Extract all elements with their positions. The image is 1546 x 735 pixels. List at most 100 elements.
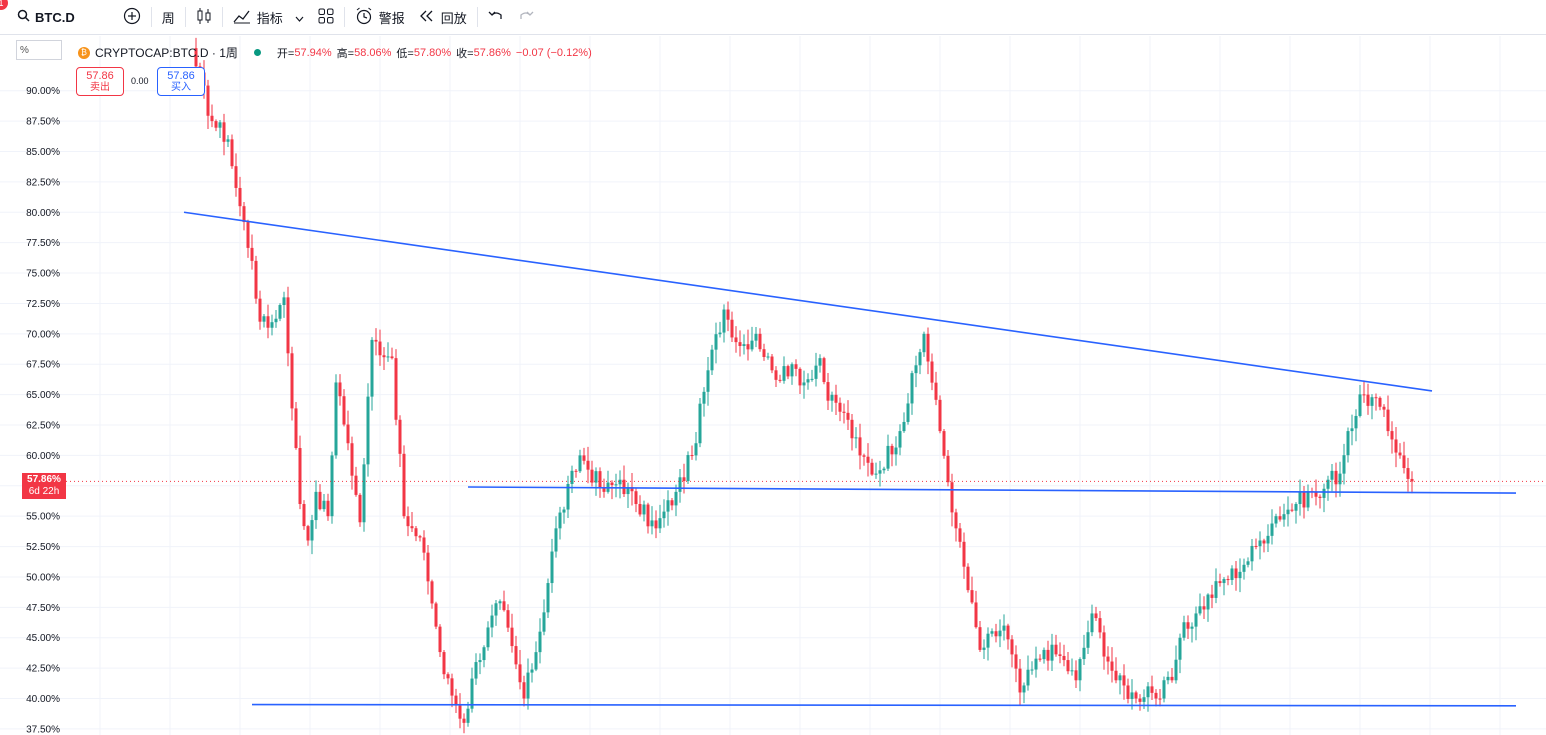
symbol-search[interactable]: BTC.D xyxy=(0,0,82,34)
candle-body xyxy=(390,356,394,359)
candle-body xyxy=(1158,698,1162,700)
candle-body xyxy=(318,491,322,510)
candle-body xyxy=(1390,431,1394,440)
sell-button[interactable]: 57.86 卖出 xyxy=(76,67,124,96)
candle-body xyxy=(762,349,766,358)
candle-body xyxy=(1026,669,1030,686)
candle-body xyxy=(1118,675,1122,681)
candle-body xyxy=(1094,613,1098,619)
candle-body xyxy=(1062,655,1066,661)
candle-body xyxy=(1102,632,1106,657)
candle-body xyxy=(1138,698,1142,702)
candle-body xyxy=(286,297,290,354)
candle-body xyxy=(1242,564,1246,572)
candle-body xyxy=(1226,579,1230,581)
candle-body xyxy=(1290,509,1294,511)
candle-body xyxy=(330,455,334,517)
candle-body xyxy=(470,678,474,709)
candle-body xyxy=(938,399,942,432)
y-tick-label: 47.50% xyxy=(26,603,60,614)
candle-body xyxy=(1030,669,1034,671)
y-tick-label: 75.00% xyxy=(26,269,60,280)
bar-countdown: 6d 22h xyxy=(28,486,60,497)
candle-body xyxy=(514,646,518,665)
candle-body xyxy=(1346,431,1350,456)
candle-body xyxy=(634,491,638,505)
open-label: 开= xyxy=(276,47,295,60)
notification-badge[interactable]: 1 xyxy=(0,0,8,10)
candle-body xyxy=(942,431,946,456)
indicators-label: 指标 xyxy=(256,10,283,26)
candle-body xyxy=(1194,613,1198,627)
price-chart[interactable]: 90.00% 87.50% 85.00% 82.50% 80.00% 77.50% 75.0… xyxy=(0,35,1546,735)
candle-body xyxy=(1174,659,1178,681)
candle-body xyxy=(1082,647,1086,660)
candle-body xyxy=(1214,581,1218,598)
candle-body xyxy=(450,678,454,696)
candle-body xyxy=(1350,428,1354,432)
candle-body xyxy=(886,445,890,469)
candle-body xyxy=(1122,675,1126,686)
candle-body xyxy=(498,601,502,604)
candle-body xyxy=(562,509,566,513)
undo-button[interactable] xyxy=(481,0,511,34)
candle-body xyxy=(510,627,514,647)
layout-button[interactable] xyxy=(311,0,341,34)
candle-body xyxy=(1302,491,1306,508)
candle-body xyxy=(462,718,466,723)
candle-body xyxy=(1218,581,1222,584)
candle-body xyxy=(874,473,878,475)
candle-body xyxy=(398,419,402,454)
chevron-down-icon[interactable] xyxy=(295,10,304,25)
candle-body xyxy=(262,316,266,322)
candle-body xyxy=(374,339,378,342)
candle-body xyxy=(558,512,562,529)
candle-body xyxy=(614,484,618,486)
candle-body xyxy=(1270,523,1274,536)
candle-body xyxy=(1366,394,1370,406)
descending-resistance-line[interactable] xyxy=(183,211,1433,392)
candle-body xyxy=(210,115,214,122)
spread-value: 0.00 xyxy=(131,76,149,86)
toolbar-divider xyxy=(476,7,478,27)
candle-body xyxy=(370,339,374,397)
y-tick-label: 72.50% xyxy=(26,299,60,310)
candle-body xyxy=(618,479,622,485)
interval-button[interactable]: 周 xyxy=(161,10,175,26)
y-tick-label: 87.50% xyxy=(26,117,60,128)
candle-body xyxy=(870,462,874,475)
redo-button[interactable] xyxy=(511,0,541,34)
indicators-button[interactable]: 指标 xyxy=(226,0,311,34)
candle-body xyxy=(298,448,302,505)
replay-button[interactable]: 回放 xyxy=(412,0,474,34)
candle-body xyxy=(654,520,658,529)
legend-symbol[interactable]: CRYPTOCAP:BTC.D · 1周 xyxy=(95,46,238,60)
y-tick-label: 40.00% xyxy=(26,694,60,705)
change-value: −0.07 (−0.12%) xyxy=(515,46,592,59)
chart-type-button[interactable] xyxy=(189,0,219,34)
candle-body xyxy=(834,394,838,403)
candle-body xyxy=(490,615,494,628)
candle-body xyxy=(366,396,370,465)
search-icon xyxy=(17,9,30,25)
candle-body xyxy=(698,403,702,444)
unit-selector[interactable]: % xyxy=(16,40,62,60)
candle-body xyxy=(214,121,218,128)
candle-body xyxy=(1406,468,1410,479)
candle-body xyxy=(418,536,422,538)
candle-body xyxy=(630,487,634,492)
compare-button[interactable] xyxy=(116,0,148,34)
y-tick-label: 85.00% xyxy=(26,147,60,158)
candle-body xyxy=(926,333,930,362)
candle-body xyxy=(1398,452,1402,456)
bottom-support-line[interactable] xyxy=(251,703,1517,707)
status-dot-icon xyxy=(253,49,261,56)
mid-support-line[interactable] xyxy=(467,486,1517,494)
buy-button[interactable]: 57.86 买入 xyxy=(157,67,205,96)
candle-body xyxy=(442,652,446,675)
alert-button[interactable]: 警报 xyxy=(348,0,412,34)
candle-body xyxy=(850,419,854,439)
candle-body xyxy=(714,334,718,350)
candle-body xyxy=(1274,516,1278,524)
candle-body xyxy=(1070,670,1074,672)
